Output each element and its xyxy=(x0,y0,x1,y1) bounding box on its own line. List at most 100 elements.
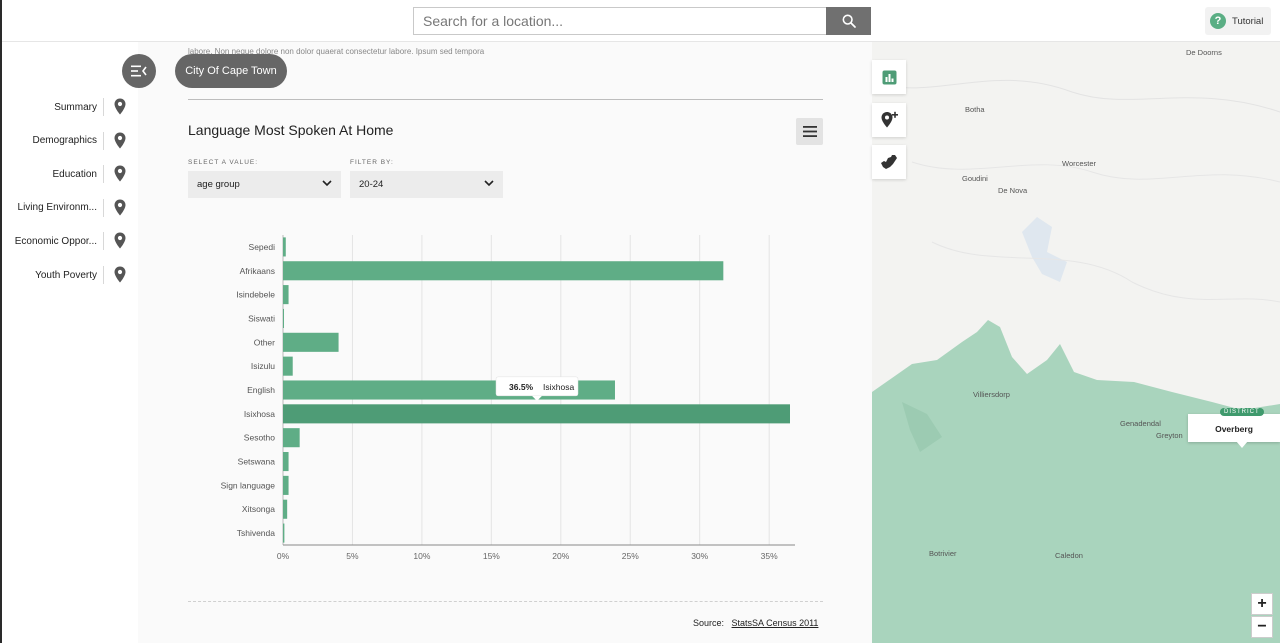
bar xyxy=(283,356,293,376)
source-line: Source: StatsSA Census 2011 xyxy=(693,618,818,628)
map-label: Genadendal xyxy=(1120,419,1161,428)
y-tick-label: Sepedi xyxy=(249,242,276,252)
bottom-divider xyxy=(188,601,823,602)
tutorial-label: Tutorial xyxy=(1232,15,1264,27)
source-label: Source: xyxy=(693,618,725,628)
map-pin-icon[interactable] xyxy=(114,232,126,249)
sidebar-separator xyxy=(103,165,104,184)
x-tick-label: 15% xyxy=(483,551,500,561)
zoom-in-button[interactable]: + xyxy=(1251,593,1273,615)
location-pill[interactable]: City Of Cape Town xyxy=(175,54,287,88)
y-tick-label: Isixhosa xyxy=(244,409,275,419)
bar xyxy=(283,285,289,305)
select-value-text: age group xyxy=(197,179,240,190)
sidebar-item[interactable]: Demographics xyxy=(2,129,138,153)
sidebar-item-label: Living Environm... xyxy=(17,202,97,214)
collapse-sidebar-button[interactable] xyxy=(122,54,156,88)
bar xyxy=(283,475,289,495)
section-divider xyxy=(188,99,823,100)
add-location-icon xyxy=(881,111,898,128)
chart-menu-button[interactable] xyxy=(796,118,823,145)
filter-by-dropdown[interactable]: 20-24 xyxy=(350,171,503,198)
lake-shape xyxy=(1022,217,1067,282)
sidebar-separator xyxy=(103,131,104,150)
y-tick-label: Isizulu xyxy=(251,361,275,371)
sidebar-item[interactable]: Youth Poverty xyxy=(2,263,138,287)
section-title: Language Most Spoken At Home xyxy=(188,122,394,138)
south-africa-map-icon xyxy=(881,155,897,169)
bar-chart-icon xyxy=(882,70,896,84)
bar xyxy=(283,308,284,328)
help-icon: ? xyxy=(1210,13,1226,29)
district-tag: DISTRICT xyxy=(1220,408,1264,416)
x-tick-label: 20% xyxy=(552,551,569,561)
map-pin-icon[interactable] xyxy=(114,266,126,283)
filter-by-label: FILTER BY: xyxy=(350,159,394,166)
top-bar: ? Tutorial xyxy=(0,0,1280,42)
bar xyxy=(283,428,300,448)
y-tick-label: Afrikaans xyxy=(240,266,275,276)
sidebar-item[interactable]: Education xyxy=(2,162,138,186)
sidebar-separator xyxy=(103,266,104,284)
source-link[interactable]: StatsSA Census 2011 xyxy=(731,618,819,628)
search-icon xyxy=(842,14,856,28)
country-view-button[interactable] xyxy=(872,145,906,179)
x-tick-label: 0% xyxy=(277,551,290,561)
sidebar-item[interactable]: Summary xyxy=(2,95,138,119)
y-tick-label: English xyxy=(247,385,275,395)
dam-shape xyxy=(902,402,942,452)
search-input[interactable] xyxy=(413,7,826,35)
map-pin-icon[interactable] xyxy=(114,165,126,182)
x-tick-label: 25% xyxy=(622,551,639,561)
tutorial-button[interactable]: ? Tutorial xyxy=(1205,7,1271,35)
y-tick-label: Tshivenda xyxy=(237,528,276,538)
map-label: De Doorns xyxy=(1186,48,1222,57)
road-line xyxy=(911,161,1280,183)
sidebar-item[interactable]: Living Environm... xyxy=(2,196,138,220)
y-tick-label: Other xyxy=(254,337,275,347)
sidebar-item-label: Summary xyxy=(54,101,97,113)
y-tick-label: Isindebele xyxy=(236,290,275,300)
road-line xyxy=(931,241,1280,303)
language-bar-chart: 0% 5% 10% 15% 20% 25% 30% 35% Sepedi Afrikaans Isi… xyxy=(221,235,795,561)
map-pin-icon[interactable] xyxy=(114,199,126,216)
district-region[interactable] xyxy=(872,320,1280,643)
y-tick-label: Siswati xyxy=(248,313,275,323)
y-tick-label: Sign language xyxy=(221,480,276,490)
hamburger-icon xyxy=(802,126,817,137)
map-label: Botha xyxy=(965,105,985,114)
x-tick-label: 10% xyxy=(413,551,430,561)
sidebar: Summary Demographics Education Living Envir… xyxy=(2,42,138,643)
chart-toggle-button[interactable] xyxy=(872,60,906,94)
road-line xyxy=(872,79,1280,113)
zoom-out-button[interactable]: − xyxy=(1251,616,1273,638)
map-label: Caledon xyxy=(1055,551,1083,560)
y-tick-label: Setswana xyxy=(238,457,276,467)
map-pin-icon[interactable] xyxy=(114,132,126,149)
map-pin-icon[interactable] xyxy=(114,98,126,115)
sidebar-item[interactable]: Economic Oppor... xyxy=(2,229,138,253)
map-label: Villiersdorp xyxy=(973,390,1010,399)
tooltip-pointer xyxy=(1236,441,1248,448)
bar xyxy=(283,404,790,424)
bar xyxy=(283,523,285,543)
main-panel: labore. Non neque dolore non dolor quaer… xyxy=(138,42,872,643)
tooltip-value: 36.5% xyxy=(509,382,534,392)
district-tooltip[interactable]: DISTRICT Overberg xyxy=(1188,408,1280,448)
sidebar-item-label: Demographics xyxy=(32,135,97,147)
sidebar-item-label: Youth Poverty xyxy=(35,269,97,281)
bar xyxy=(283,452,289,472)
y-tick-label: Xitsonga xyxy=(242,504,275,514)
map-view[interactable]: De Doorns Botha Worcester Goudini De Nov… xyxy=(872,42,1280,643)
x-tick-label: 35% xyxy=(761,551,778,561)
bar xyxy=(283,237,286,257)
add-point-button[interactable] xyxy=(872,103,906,137)
tooltip-label: Isixhosa xyxy=(543,382,574,392)
select-value-dropdown[interactable]: age group xyxy=(188,171,341,198)
bar xyxy=(283,332,339,352)
sidebar-item-label: Economic Oppor... xyxy=(14,235,97,247)
map-canvas xyxy=(872,79,1280,643)
search-button[interactable] xyxy=(826,7,871,35)
sidebar-separator xyxy=(103,198,104,217)
district-name: Overberg xyxy=(1215,424,1253,434)
